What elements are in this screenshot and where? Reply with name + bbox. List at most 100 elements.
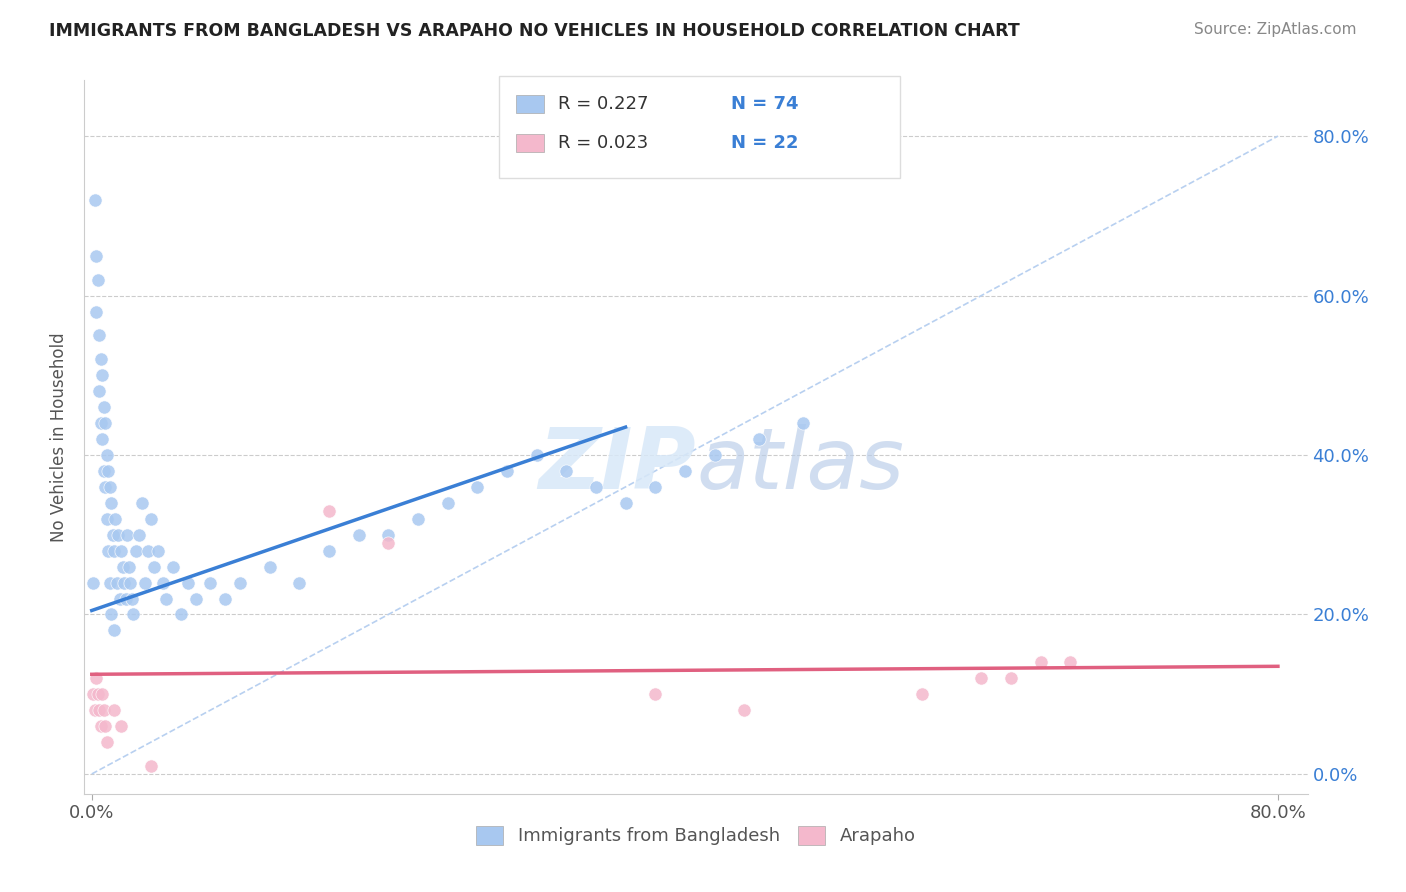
Point <box>162 559 184 574</box>
Point <box>103 624 125 638</box>
Point <box>139 512 162 526</box>
Point <box>1059 656 1081 670</box>
Point <box>970 671 993 685</box>
Point <box>614 496 637 510</box>
Point <box>89 703 111 717</box>
Point <box>1029 656 1052 670</box>
Point <box>136 543 159 558</box>
Point <box>104 512 127 526</box>
Point <box>703 448 725 462</box>
Point <box>112 575 135 590</box>
Point <box>318 504 340 518</box>
Point <box>84 304 107 318</box>
Point <box>229 575 252 590</box>
Point <box>86 272 108 286</box>
Point <box>148 543 170 558</box>
Text: N = 74: N = 74 <box>731 95 799 113</box>
Point <box>93 464 115 478</box>
Point <box>673 464 696 478</box>
Point <box>347 527 370 541</box>
Point <box>110 719 132 733</box>
Point <box>200 575 222 590</box>
Point <box>125 543 148 558</box>
Text: atlas: atlas <box>696 424 904 508</box>
Point <box>465 480 488 494</box>
Point <box>90 352 112 367</box>
Point <box>90 416 112 430</box>
Point <box>91 432 114 446</box>
Point <box>128 527 150 541</box>
Point <box>90 719 112 733</box>
Point <box>496 464 519 478</box>
Point <box>94 719 117 733</box>
Point <box>107 527 129 541</box>
Point <box>93 400 115 414</box>
Point <box>1000 671 1022 685</box>
Point <box>120 575 142 590</box>
Point <box>436 496 458 510</box>
Point <box>259 559 281 574</box>
Point <box>555 464 578 478</box>
Point <box>111 559 134 574</box>
Point <box>96 735 118 749</box>
Point <box>152 575 174 590</box>
Y-axis label: No Vehicles in Household: No Vehicles in Household <box>51 332 69 542</box>
Point <box>86 687 108 701</box>
Point <box>288 575 311 590</box>
Text: R = 0.023: R = 0.023 <box>558 134 648 152</box>
Point <box>97 543 120 558</box>
Point <box>100 607 122 622</box>
Point <box>117 527 139 541</box>
Point <box>94 416 117 430</box>
Point <box>83 703 105 717</box>
Point <box>97 464 120 478</box>
Point <box>98 575 121 590</box>
Point <box>100 496 122 510</box>
Point <box>792 416 814 430</box>
Point <box>103 703 125 717</box>
Point <box>184 591 207 606</box>
Point <box>214 591 236 606</box>
Point <box>526 448 548 462</box>
Text: IMMIGRANTS FROM BANGLADESH VS ARAPAHO NO VEHICLES IN HOUSEHOLD CORRELATION CHART: IMMIGRANTS FROM BANGLADESH VS ARAPAHO NO… <box>49 22 1019 40</box>
Text: ZIP: ZIP <box>538 424 696 508</box>
Text: Source: ZipAtlas.com: Source: ZipAtlas.com <box>1194 22 1357 37</box>
Point <box>406 512 429 526</box>
Point <box>377 527 399 541</box>
Text: R = 0.227: R = 0.227 <box>558 95 648 113</box>
Point <box>585 480 607 494</box>
Point <box>84 249 107 263</box>
Point <box>82 575 104 590</box>
Point <box>83 193 105 207</box>
Point <box>84 671 107 685</box>
Text: N = 22: N = 22 <box>731 134 799 152</box>
Point <box>377 535 399 549</box>
Point <box>170 607 193 622</box>
Point <box>91 368 114 383</box>
Point <box>139 759 162 773</box>
Point <box>155 591 177 606</box>
Point <box>644 687 666 701</box>
Point <box>108 591 131 606</box>
Point <box>103 543 125 558</box>
Point <box>143 559 166 574</box>
Point <box>122 607 145 622</box>
Point <box>94 480 117 494</box>
Point <box>96 448 118 462</box>
Point <box>177 575 200 590</box>
Legend: Immigrants from Bangladesh, Arapaho: Immigrants from Bangladesh, Arapaho <box>470 819 922 853</box>
Point <box>89 384 111 399</box>
Point <box>911 687 934 701</box>
Point <box>96 512 118 526</box>
Point <box>644 480 666 494</box>
Point <box>118 559 141 574</box>
Point <box>121 591 143 606</box>
Point <box>105 575 128 590</box>
Point <box>131 496 153 510</box>
Point <box>110 543 132 558</box>
Point <box>318 543 340 558</box>
Point <box>115 591 138 606</box>
Point <box>748 432 770 446</box>
Point <box>134 575 156 590</box>
Point <box>89 328 111 343</box>
